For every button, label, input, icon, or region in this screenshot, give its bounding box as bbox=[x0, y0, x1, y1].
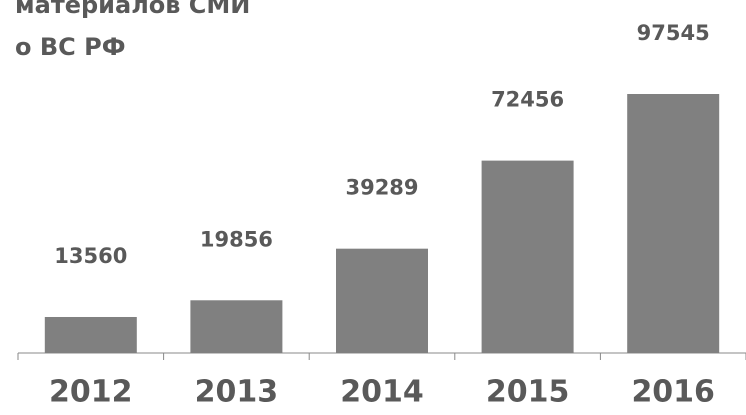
bar bbox=[336, 248, 428, 353]
x-tick-label: 2016 bbox=[631, 375, 715, 410]
data-label: 13560 bbox=[54, 244, 127, 268]
data-label: 72456 bbox=[491, 88, 564, 112]
data-label: 97545 bbox=[637, 21, 710, 45]
x-tick-label: 2014 bbox=[340, 375, 424, 410]
x-tick-label: 2015 bbox=[486, 375, 570, 410]
data-label: 39289 bbox=[345, 176, 418, 200]
chart-title: о ВС РФ bbox=[15, 33, 126, 61]
x-tick-label: 2012 bbox=[49, 375, 133, 410]
x-tick-label: 2013 bbox=[195, 375, 279, 410]
bar bbox=[190, 300, 283, 353]
bar bbox=[627, 94, 720, 353]
chart-title: материалов СМИ bbox=[15, 0, 250, 19]
data-label: 19856 bbox=[200, 227, 273, 251]
bar bbox=[481, 160, 574, 353]
bar bbox=[44, 316, 137, 353]
